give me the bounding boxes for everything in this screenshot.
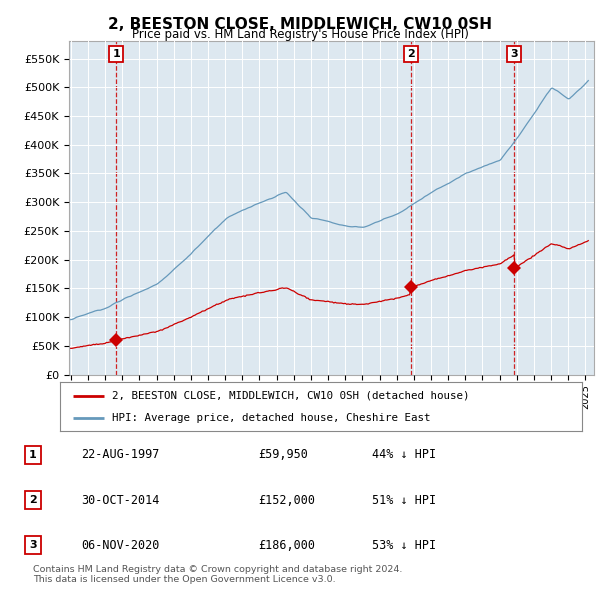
Text: HPI: Average price, detached house, Cheshire East: HPI: Average price, detached house, Ches… <box>112 413 431 423</box>
Text: Contains HM Land Registry data © Crown copyright and database right 2024.
This d: Contains HM Land Registry data © Crown c… <box>33 565 403 584</box>
Text: 3: 3 <box>511 49 518 59</box>
Text: £186,000: £186,000 <box>258 539 315 552</box>
Text: £59,950: £59,950 <box>258 448 308 461</box>
Text: 1: 1 <box>29 450 37 460</box>
Text: 2, BEESTON CLOSE, MIDDLEWICH, CW10 0SH: 2, BEESTON CLOSE, MIDDLEWICH, CW10 0SH <box>108 17 492 31</box>
Text: 2, BEESTON CLOSE, MIDDLEWICH, CW10 0SH (detached house): 2, BEESTON CLOSE, MIDDLEWICH, CW10 0SH (… <box>112 391 470 401</box>
Text: 44% ↓ HPI: 44% ↓ HPI <box>372 448 436 461</box>
Text: 30-OCT-2014: 30-OCT-2014 <box>81 494 160 507</box>
Text: 51% ↓ HPI: 51% ↓ HPI <box>372 494 436 507</box>
Text: 1: 1 <box>112 49 120 59</box>
Text: 22-AUG-1997: 22-AUG-1997 <box>81 448 160 461</box>
Text: 53% ↓ HPI: 53% ↓ HPI <box>372 539 436 552</box>
Text: 2: 2 <box>29 496 37 505</box>
Text: 3: 3 <box>29 540 37 550</box>
Text: 06-NOV-2020: 06-NOV-2020 <box>81 539 160 552</box>
Text: £152,000: £152,000 <box>258 494 315 507</box>
Text: Price paid vs. HM Land Registry's House Price Index (HPI): Price paid vs. HM Land Registry's House … <box>131 28 469 41</box>
Text: 2: 2 <box>407 49 415 59</box>
